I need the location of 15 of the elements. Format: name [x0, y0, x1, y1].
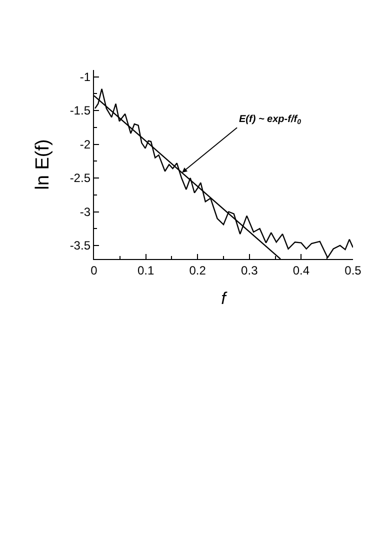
x-tick-label: 0.3	[241, 264, 258, 278]
y-axis-title: ln E(f)	[32, 139, 54, 190]
y-tick-label: -3	[80, 204, 91, 219]
x-tick-label: 0.5	[344, 264, 362, 278]
annotation: E(f) ~ exp-f/f$_{0}$	[239, 114, 302, 126]
y-tick-label: -2	[80, 137, 91, 152]
y-tick-label: -1.5	[70, 104, 91, 118]
y-tick-label: -3.5	[70, 238, 91, 253]
y-tick-label: -2.5	[70, 171, 91, 186]
x-axis-title: f	[221, 288, 228, 308]
x-tick-label: 0.2	[189, 264, 206, 278]
x-tick-label: 0.1	[137, 264, 154, 278]
x-tick-label: 0.4	[292, 264, 310, 278]
x-tick-label: 0	[90, 264, 98, 278]
y-tick-label: -1	[80, 70, 91, 84]
